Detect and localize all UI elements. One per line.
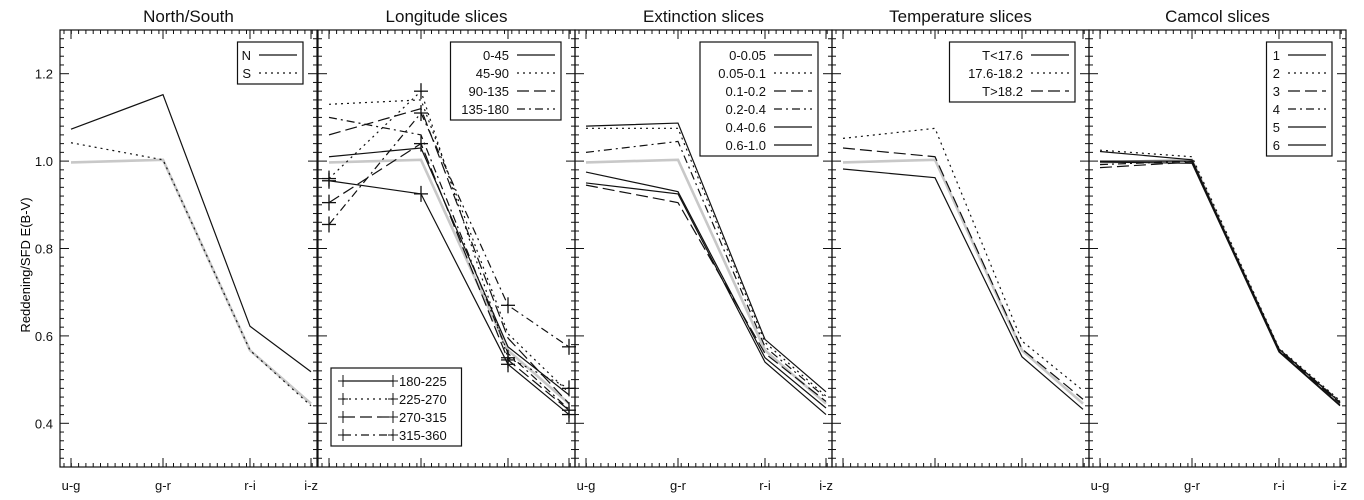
y-tick-label: 0.6 [35,329,53,344]
legend-label: 315-360 [399,428,447,443]
series-line-6 [1099,161,1341,407]
legend-label: 3 [1273,84,1280,99]
panel-frame [59,29,318,468]
reference-line [842,158,1084,405]
series-line-180-225 [328,180,570,416]
legend-label: T<17.6 [982,48,1023,63]
series-line-0.2-0.4 [585,140,827,399]
legend: 0-45 45-90 90-135 135-180 [449,41,562,121]
legend-label: 4 [1273,102,1280,117]
legend-label: 5 [1273,120,1280,135]
series-line-0.1-0.2 [585,184,827,402]
reference-line [1099,158,1341,405]
x-tick-label: i-z [304,478,318,493]
legend-label: 0.05-0.1 [718,66,766,81]
series-line-0.6-1.0 [585,182,827,416]
panel-title: Camcol slices [1165,7,1270,26]
series-line-0-0.05 [585,122,827,393]
legend-box [1265,41,1333,157]
panel-title: North/South [143,7,234,26]
legend-label: 180-225 [399,374,447,389]
series-line-225-270 [328,90,570,389]
legend-label: 0.6-1.0 [726,138,766,153]
series-line-0-45 [328,147,570,396]
series-line-270-315 [328,142,570,411]
legend: NS [236,41,304,85]
panel-2: Longitude slices 0-45 45-90 90-135 135-180 18… [317,7,576,468]
legend-label: 45-90 [476,66,509,81]
legend-label: 1 [1273,48,1280,63]
legend: 0-0.05 0.05-0.1 0.1-0.2 0.2-0.4 0.4-0.6 0.6-1… [699,41,819,157]
series-line-T>18.2 [842,147,1084,400]
series-line-4 [1099,160,1341,402]
legend-label: 90-135 [469,84,509,99]
series-line-T<17.6 [842,168,1084,410]
legend-label: 225-270 [399,392,447,407]
legend-markers: 180-225 225-270 270-315 315-360 [330,367,463,447]
x-tick-label: r-i [1273,478,1285,493]
legend-label: 6 [1273,138,1280,153]
legend-box [948,41,1076,103]
legend-label: T>18.2 [982,84,1023,99]
x-tick-label: r-i [759,478,771,493]
y-axis-label: Reddening/SFD E(B-V) [18,197,33,332]
y-tick-label: 1.2 [35,67,53,82]
series-line-0.05-0.1 [586,127,827,397]
x-tick-label: r-i [244,478,256,493]
x-tick-label: g-r [155,478,172,493]
series-line-N [70,93,312,373]
legend-label: 0.4-0.6 [726,120,766,135]
series-line-1 [1100,160,1341,403]
legend-label: 0.1-0.2 [726,84,766,99]
x-tick-label: u-g [577,478,596,493]
panel-title: Longitude slices [386,7,508,26]
legend-label: 0-45 [483,48,509,63]
panel-title: Temperature slices [889,7,1032,26]
legend-label: 0-0.05 [729,48,766,63]
legend-box [236,41,304,85]
legend-label: 0.2-0.4 [726,102,766,117]
legend-label: N [242,48,251,63]
x-tick-label: g-r [670,478,687,493]
x-tick-label: u-g [1091,478,1110,493]
series-line-90-135 [328,107,570,405]
legend-label: 270-315 [399,410,447,425]
series-line-2 [1099,149,1341,402]
legend: T<17.6 17.6-18.2 T>18.2 [948,41,1076,103]
panel-5: Camcol slices u-g g-r r-i i-z 1 2 3 4 5 6 [1088,7,1347,493]
series-line-135-180 [328,116,570,410]
series-line-45-90 [328,99,570,394]
x-tick-label: g-r [1184,478,1201,493]
legend-label: S [242,66,251,81]
x-tick-label: u-g [62,478,81,493]
y-tick-label: 0.8 [35,242,53,257]
legend: 1 2 3 4 5 6 [1265,41,1333,157]
panel-4: Temperature slices T<17.6 17.6-18.2 T>18.2 [831,7,1090,468]
x-tick-label: i-z [1333,478,1347,493]
series-line-0.4-0.6 [585,171,827,409]
legend-label: 2 [1273,66,1280,81]
panel-title: Extinction slices [643,7,764,26]
legend-label: 135-180 [461,102,509,117]
series-line-S [70,142,312,407]
x-tick-label: i-z [819,478,833,493]
series-line-315-360 [328,111,570,348]
legend-label: 17.6-18.2 [968,66,1023,81]
y-tick-label: 1.0 [35,154,53,169]
reference-line [328,158,570,405]
y-tick-label: 0.4 [35,416,53,431]
series-line-5 [1099,150,1341,406]
reference-line [70,158,312,405]
panel-3: Extinction slices u-g g-r r-i i-z 0-0.05 0.05-… [574,7,833,493]
series-line-17.6-18.2 [842,127,1084,391]
series-line-3 [1099,161,1341,404]
legend-box [699,41,819,157]
panel-1: North/South 0.4 0.6 0.8 1.0 1.2 u-g g-r r-i i-z NS [35,7,318,493]
